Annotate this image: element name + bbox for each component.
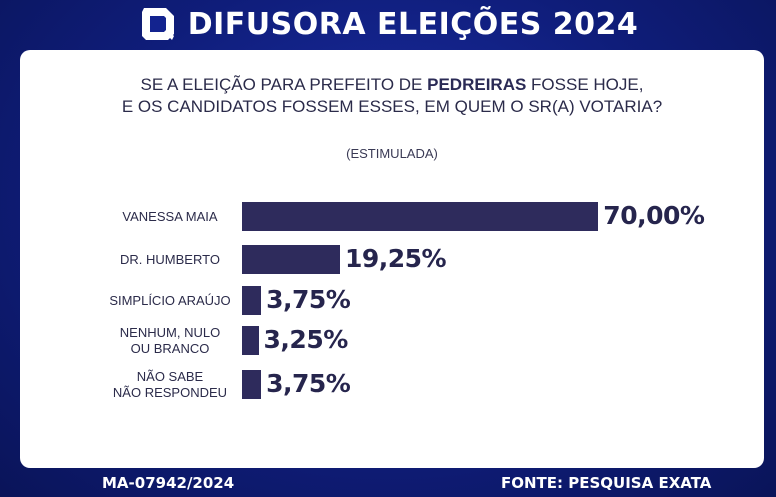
question-line-1: SE A ELEIÇÃO PARA PREFEITO DE PEDREIRAS … <box>20 74 764 96</box>
category-label-line: VANESSA MAIA <box>122 208 218 224</box>
header: DIFUSORA ELEIÇÕES 2024 <box>0 0 776 48</box>
question-line1-pre: SE A ELEIÇÃO PARA PREFEITO DE <box>140 75 428 94</box>
source-label: FONTE: PESQUISA EXATA <box>501 474 712 492</box>
category-label: VANESSA MAIA <box>80 209 260 225</box>
category-label-line: NÃO RESPONDEU <box>112 384 228 400</box>
category-label-line: NÃO SABE <box>136 368 204 384</box>
registration-number: MA-07942/2024 <box>102 474 235 492</box>
category-label-line: NENHUM, NULO <box>119 324 221 340</box>
bar <box>242 286 262 315</box>
value-label: 19,25% <box>344 244 447 273</box>
value-label: 3,75% <box>266 369 351 398</box>
value-label: 3,25% <box>263 325 349 354</box>
poll-card: SE A ELEIÇÃO PARA PREFEITO DE PEDREIRAS … <box>20 50 764 468</box>
category-label: DR. HUMBERTO <box>80 252 260 268</box>
question-line1-post: FOSSE HOJE, <box>526 75 644 94</box>
bar <box>242 370 262 399</box>
city-name: PEDREIRAS <box>427 75 527 94</box>
category-label: SIMPLÍCIO ARAÚJO <box>80 293 260 309</box>
question-line-2: E OS CANDIDATOS FOSSEM ESSES, EM QUEM O … <box>121 97 663 116</box>
bar <box>242 326 259 355</box>
category-label-line: DR. HUMBERTO <box>120 251 220 267</box>
bar <box>242 245 340 274</box>
category-label-line: SIMPLÍCIO ARAÚJO <box>109 292 231 308</box>
category-label: NÃO SABE NÃO RESPONDEU <box>80 369 260 401</box>
category-label-line: OU BRANCO <box>130 340 210 356</box>
bar <box>242 202 599 231</box>
value-label: 70,00% <box>603 201 705 230</box>
question-type: (ESTIMULADA) <box>346 146 438 161</box>
value-label: 3,75% <box>266 285 351 314</box>
category-label: NENHUM, NULO OU BRANCO <box>80 325 260 357</box>
brand-title: DIFUSORA ELEIÇÕES 2024 <box>187 6 639 42</box>
difusora-logo-icon <box>138 4 178 44</box>
question-text: SE A ELEIÇÃO PARA PREFEITO DE PEDREIRAS … <box>20 74 764 118</box>
